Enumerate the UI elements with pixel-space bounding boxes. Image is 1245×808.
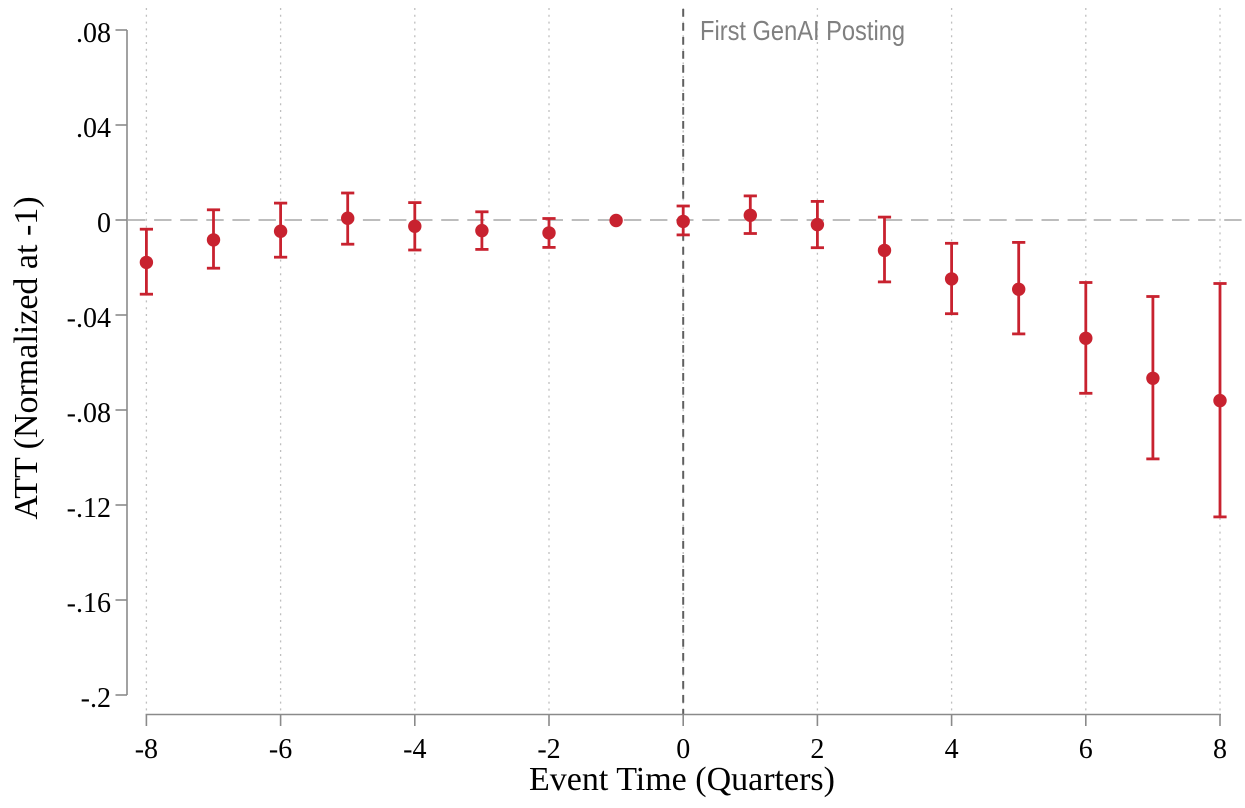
svg-text:-.08: -.08 (67, 398, 111, 429)
svg-text:-.16: -.16 (67, 588, 111, 619)
svg-text:-4: -4 (403, 734, 426, 765)
svg-text:2: 2 (810, 734, 824, 765)
svg-text:-2: -2 (537, 734, 560, 765)
svg-text:-.04: -.04 (67, 303, 111, 334)
svg-text:.04: .04 (76, 113, 111, 144)
svg-text:First GenAI Posting: First GenAI Posting (700, 15, 905, 46)
svg-text:-.12: -.12 (67, 493, 111, 524)
svg-text:-8: -8 (135, 734, 158, 765)
svg-text:8: 8 (1213, 734, 1227, 765)
svg-text:0: 0 (97, 208, 111, 239)
svg-text:Event Time (Quarters): Event Time (Quarters) (529, 761, 835, 798)
svg-text:-6: -6 (269, 734, 292, 765)
svg-text:.08: .08 (76, 18, 111, 49)
svg-text:-.2: -.2 (81, 683, 111, 714)
svg-text:6: 6 (1079, 734, 1093, 765)
svg-text:ATT (Normalized at -1): ATT (Normalized at -1) (8, 196, 45, 519)
svg-text:0: 0 (676, 734, 690, 765)
svg-text:4: 4 (945, 734, 959, 765)
